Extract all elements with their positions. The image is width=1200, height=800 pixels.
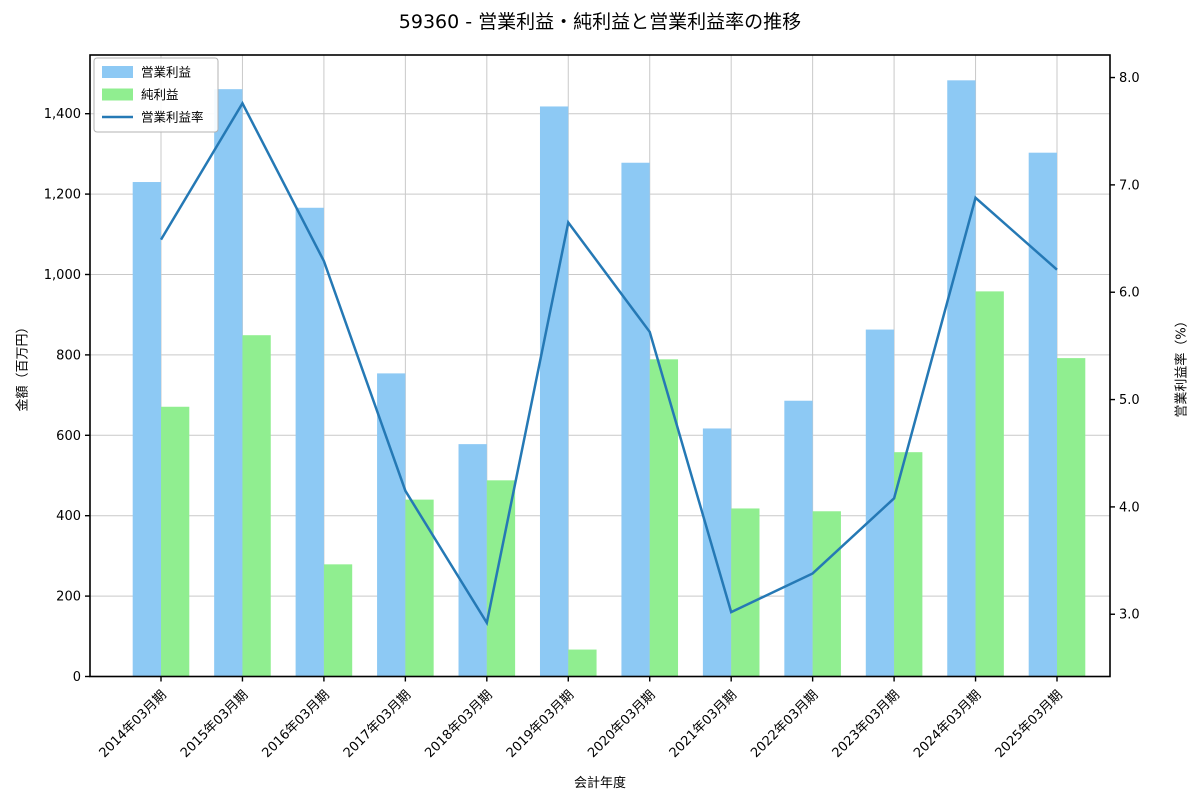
legend-label: 営業利益率 — [141, 110, 204, 125]
left-tick-label: 600 — [56, 429, 81, 444]
legend-swatch-operating-profit — [102, 66, 133, 78]
legend-swatch-net-profit — [102, 88, 133, 101]
net-profit-bar — [975, 291, 1004, 677]
operating-margin-line — [159, 100, 1058, 627]
left-tick-label: 0 — [73, 670, 81, 685]
right-tick-label: 4.0 — [1119, 500, 1140, 515]
net-profit-bar — [894, 452, 923, 677]
x-tick-label: 2023年03月期 — [830, 688, 903, 761]
plot-frame — [89, 54, 1111, 678]
operating-profit-bar — [458, 444, 487, 677]
operating-profit-bar — [947, 80, 976, 677]
net-profit-bar — [812, 511, 841, 677]
net-profit-bar — [731, 508, 760, 677]
operating-profit-bar — [784, 400, 813, 677]
x-tick-label: 2024年03月期 — [911, 688, 984, 761]
left-tick-label: 800 — [56, 348, 81, 363]
operating-profit-bar — [702, 428, 732, 677]
net-profit-bar — [242, 335, 271, 677]
right-tick-label: 5.0 — [1119, 393, 1140, 408]
operating-profit-bar — [295, 207, 324, 677]
x-tick-label: 2016年03月期 — [259, 688, 332, 761]
net-profit-bar — [1057, 358, 1086, 677]
left-tick-label: 1,000 — [44, 268, 81, 283]
net-profit-bar — [323, 564, 353, 677]
x-tick-label: 2022年03月期 — [748, 688, 821, 761]
right-tick-label: 8.0 — [1119, 71, 1140, 86]
x-tick-label: 2021年03月期 — [667, 688, 740, 761]
x-tick-label: 2018年03月期 — [422, 688, 495, 761]
right-tick-label: 3.0 — [1119, 608, 1140, 623]
x-tick-label: 2015年03月期 — [178, 688, 251, 761]
operating-profit-bar — [132, 182, 161, 677]
net-profit-bar — [405, 499, 434, 677]
right-tick-label: 7.0 — [1119, 178, 1140, 193]
left-tick-label: 200 — [56, 590, 81, 605]
x-tick-label: 2017年03月期 — [341, 688, 414, 761]
operating-profit-bar — [539, 106, 569, 677]
left-tick-label: 1,400 — [44, 107, 81, 122]
left-tick-label: 400 — [56, 509, 81, 524]
net-profit-bar — [568, 649, 597, 677]
operating-profit-bar — [377, 373, 406, 677]
x-tick-label: 2014年03月期 — [97, 688, 170, 761]
x-tick-label: 2025年03月期 — [993, 688, 1066, 761]
legend-label: 純利益 — [141, 87, 179, 102]
net-profit-bar — [649, 359, 679, 677]
operating-profit-bar — [1028, 152, 1057, 677]
chart-title: 59360 - 営業利益・純利益と営業利益率の推移 — [398, 11, 802, 33]
legend-label: 営業利益 — [141, 65, 191, 80]
x-tick-label: 2019年03月期 — [504, 688, 577, 761]
net-profit-bar — [161, 406, 190, 677]
x-tick-label: 2020年03月期 — [585, 688, 658, 761]
right-tick-label: 6.0 — [1119, 286, 1140, 301]
left-tick-label: 1,200 — [44, 188, 81, 203]
operating-profit-bar — [621, 162, 650, 677]
x-axis-label: 会計年度 — [573, 776, 626, 791]
operating-profit-bar — [214, 89, 243, 677]
